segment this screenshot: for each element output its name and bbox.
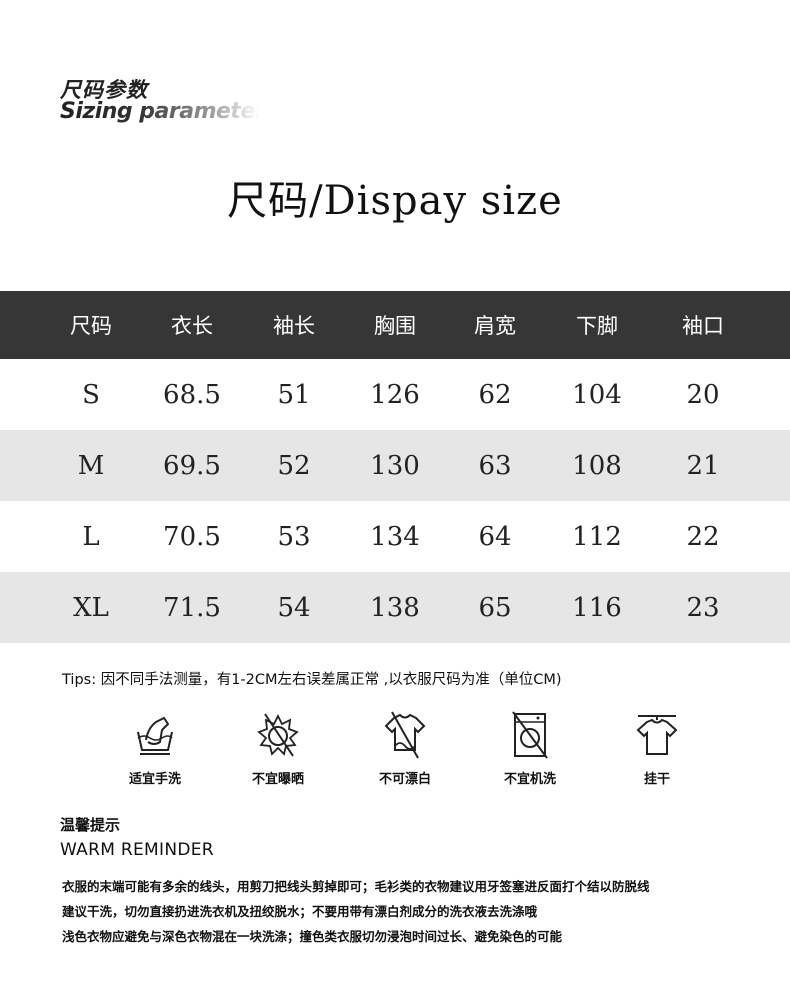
table-cell: 71.5	[163, 592, 221, 623]
reminder-title-en: WARM REMINDER	[60, 840, 214, 860]
column-header: 衣长	[171, 314, 213, 338]
size-table: 尺码 衣长 袖长 胸围 肩宽 下脚 袖口 S 68.5 51 126 62 104 20 M 69.5 52 13…	[0, 291, 790, 643]
hang-dry-icon	[636, 715, 678, 755]
care-item: 不可漂白	[355, 710, 455, 787]
table-cell: 21	[686, 450, 720, 481]
care-label: 适宜手洗	[128, 772, 181, 787]
table-cell: 134	[370, 521, 420, 552]
reminder-line: 浅色衣物应避免与深色衣物混在一块洗涤；撞色类衣服切勿浸泡时间过长、避免染色的可能	[62, 929, 563, 944]
table-cell: 130	[370, 450, 420, 481]
table-cell: 138	[370, 592, 420, 623]
reminder-line: 衣服的末端可能有多余的线头，用剪刀把线头剪掉即可；毛衫类的衣物建议用牙签塞进反面…	[62, 879, 650, 894]
table-cell: 65	[478, 592, 512, 623]
table-cell: 64	[478, 521, 512, 552]
table-cell: 20	[686, 379, 720, 410]
table-cell: 104	[572, 379, 622, 410]
table-cell: 69.5	[163, 450, 221, 481]
table-row: XL 71.5 54 138 65 116 23	[0, 572, 790, 643]
table-cell: 112	[572, 521, 622, 552]
table-cell: 126	[370, 379, 420, 410]
column-header: 袖口	[682, 314, 724, 338]
care-item: 不宜曝晒	[228, 710, 328, 787]
column-header: 下脚	[576, 314, 618, 338]
no-sun-icon	[257, 713, 299, 757]
table-cell: 108	[572, 450, 622, 481]
care-item: 适宜手洗	[105, 710, 205, 787]
table-cell: 63	[478, 450, 512, 481]
care-label: 挂干	[643, 772, 670, 787]
table-cell: 51	[277, 379, 311, 410]
page-title: 尺码/Dispay size	[227, 178, 563, 224]
table-cell: L	[82, 521, 100, 552]
column-header: 胸围	[374, 314, 416, 338]
column-header: 袖长	[273, 314, 315, 338]
column-header: 尺码	[70, 314, 112, 338]
table-cell: 23	[686, 592, 720, 623]
column-header: 肩宽	[474, 314, 516, 338]
table-cell: XL	[73, 592, 109, 623]
table-cell: 70.5	[163, 521, 221, 552]
brand-title-en: Sizing parameter	[60, 99, 260, 124]
table-header: 尺码 衣长 袖长 胸围 肩宽 下脚 袖口	[0, 291, 790, 359]
table-cell: 116	[572, 592, 622, 623]
table-cell: 22	[686, 521, 720, 552]
reminder-title-cn: 温馨提示	[60, 816, 121, 834]
care-item: 不宜机洗	[480, 710, 580, 787]
table-cell: 68.5	[163, 379, 221, 410]
care-item: 挂干	[607, 710, 707, 787]
table-cell: 53	[277, 521, 311, 552]
hand-wash-icon	[137, 716, 173, 755]
table-row: L 70.5 53 134 64 112 22	[0, 501, 790, 572]
reminder-line: 建议干洗，切勿直接扔进洗衣机及扭绞脱水；不要用带有漂白剂成分的洗衣液去洗涤哦	[62, 904, 538, 919]
table-row: S 68.5 51 126 62 104 20	[0, 359, 790, 430]
table-cell: 62	[478, 379, 512, 410]
care-label: 不宜曝晒	[251, 772, 304, 787]
no-bleach-icon	[384, 711, 426, 759]
care-label: 不宜机洗	[503, 772, 556, 787]
no-machine-wash-icon	[512, 711, 548, 759]
table-cell: S	[82, 379, 100, 410]
table-row: M 69.5 52 130 63 108 21	[0, 430, 790, 501]
table-cell: 52	[277, 450, 311, 481]
brand-title-cn: 尺码参数	[60, 78, 148, 102]
care-label: 不可漂白	[378, 772, 431, 787]
table-cell: 54	[277, 592, 311, 623]
table-cell: M	[77, 450, 105, 481]
tips-text: Tips: 因不同手法测量，有1-2CM左右误差属正常 ,以衣服尺码为准（单位C…	[62, 672, 562, 688]
